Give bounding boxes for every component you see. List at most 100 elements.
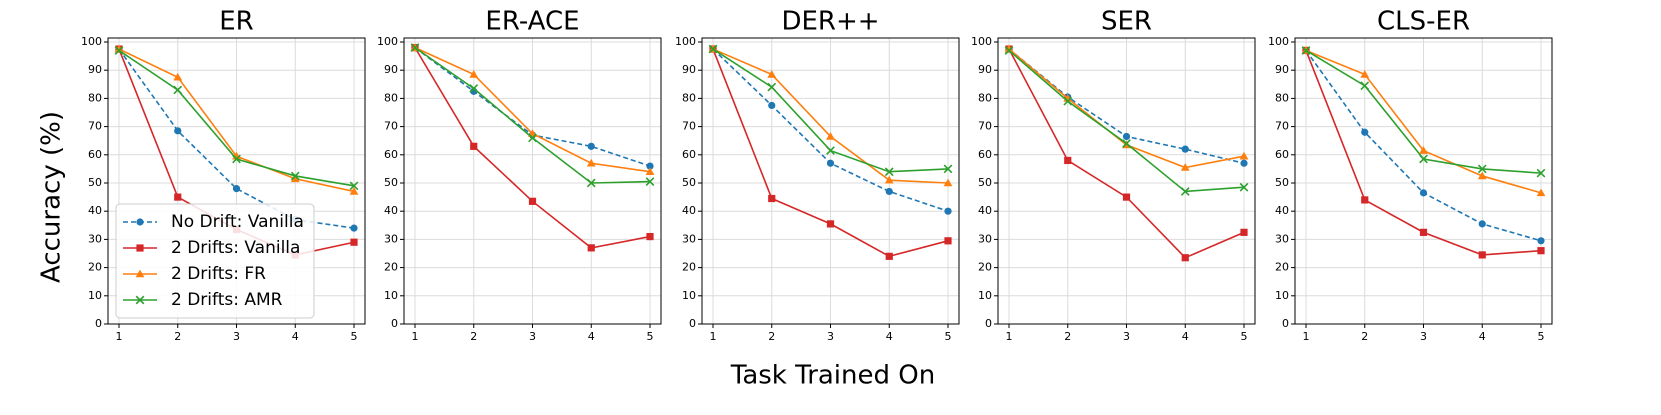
y-tick-label: 100 <box>81 35 102 48</box>
y-tick-label: 50 <box>682 176 696 189</box>
x-tick-label: 1 <box>116 330 123 343</box>
x-tick-label: 5 <box>351 330 358 343</box>
data-point <box>1419 154 1428 164</box>
data-point <box>1180 187 1190 196</box>
legend-marker <box>135 295 145 305</box>
x-tick-label: 3 <box>233 330 240 343</box>
data-point <box>469 84 479 93</box>
y-tick-label: 20 <box>682 261 696 274</box>
x-tick-label: 5 <box>1241 330 1248 343</box>
data-point <box>290 174 300 183</box>
data-point <box>1536 168 1546 178</box>
x-tick-label: 4 <box>1182 330 1189 343</box>
data-point <box>1419 189 1428 197</box>
data-point <box>1122 139 1131 148</box>
data-point <box>232 185 241 193</box>
data-point <box>1181 145 1189 153</box>
x-tick-label: 5 <box>647 330 654 343</box>
x-tick-label: 1 <box>1303 330 1310 343</box>
y-tick-label: 60 <box>1275 148 1289 161</box>
data-point <box>470 142 478 150</box>
data-point <box>1360 81 1370 91</box>
data-point <box>587 244 595 252</box>
data-point <box>708 44 718 54</box>
y-tick-label: 80 <box>682 91 696 104</box>
data-point <box>1240 159 1248 167</box>
data-point <box>1239 182 1249 192</box>
panel-ser: 0 10 20 30 40 50 60 70 80 90 100 1 2 3 4 5 SER <box>971 7 1256 343</box>
data-point <box>1536 188 1546 197</box>
y-tick-label: 70 <box>1275 120 1289 133</box>
y-tick-label: 0 <box>985 317 992 330</box>
legend-entry: 2 Drifts: Vanilla <box>171 238 300 258</box>
y-tick-label: 10 <box>682 289 696 302</box>
data-point <box>944 237 952 245</box>
data-point <box>645 177 655 186</box>
data-point <box>528 197 537 205</box>
panel-title: DER++ <box>781 7 879 37</box>
data-point <box>767 70 777 78</box>
y-tick-label: 40 <box>978 204 992 217</box>
data-point <box>826 220 835 228</box>
legend-marker <box>135 269 145 278</box>
series-line-0 <box>118 48 355 229</box>
panel-title: SER <box>1101 7 1152 37</box>
panel-der-: 0 10 20 30 40 50 60 70 80 90 100 1 2 3 4 5 DER++ <box>675 7 960 343</box>
y-tick-label: 90 <box>682 63 696 76</box>
y-tick-label: 60 <box>978 148 992 161</box>
panel-title: ER-ACE <box>485 7 579 37</box>
y-tick-label: 50 <box>88 176 102 189</box>
y-tick-label: 10 <box>88 289 102 302</box>
data-point <box>1477 164 1487 174</box>
x-tick-label: 3 <box>529 330 536 343</box>
data-point <box>1360 70 1370 78</box>
data-point <box>646 232 654 241</box>
x-tick-label: 2 <box>470 330 477 343</box>
data-point <box>884 175 894 184</box>
data-point <box>174 193 182 201</box>
y-tick-label: 50 <box>978 176 992 189</box>
data-point <box>1537 237 1545 245</box>
y-tick-label: 20 <box>978 261 992 274</box>
y-tick-label: 30 <box>978 232 992 245</box>
data-point <box>826 132 835 140</box>
data-point <box>1122 132 1131 141</box>
data-point <box>1180 163 1190 171</box>
legend-marker <box>136 218 144 226</box>
data-point <box>646 162 654 170</box>
y-tick-label: 20 <box>384 261 398 274</box>
y-tick-label: 100 <box>971 35 992 48</box>
data-point <box>1478 251 1486 259</box>
data-point <box>1419 146 1428 154</box>
x-tick-label: 2 <box>174 330 181 343</box>
x-tick-label: 3 <box>1123 330 1130 343</box>
data-point <box>884 167 894 177</box>
x-tick-label: 3 <box>1420 330 1427 343</box>
y-tick-label: 60 <box>682 148 696 161</box>
data-point <box>349 187 359 195</box>
panel-title: CLS-ER <box>1377 7 1470 37</box>
x-tick-label: 4 <box>588 330 595 343</box>
y-tick-label: 90 <box>88 63 102 76</box>
y-tick-label: 10 <box>384 289 398 302</box>
y-tick-label: 30 <box>384 232 398 245</box>
y-tick-label: 10 <box>978 289 992 302</box>
panel-cls-er: 0 10 20 30 40 50 60 70 80 90 100 1 2 3 4 5 CLS-ER <box>1268 7 1553 343</box>
y-tick-label: 30 <box>1275 232 1289 245</box>
y-tick-label: 80 <box>88 91 102 104</box>
data-point <box>885 187 893 196</box>
data-point <box>1122 193 1131 201</box>
data-point <box>350 238 358 246</box>
y-tick-label: 10 <box>1275 289 1289 302</box>
y-tick-label: 90 <box>978 63 992 76</box>
data-point <box>767 82 777 92</box>
data-point <box>173 72 183 81</box>
y-tick-label: 60 <box>384 148 398 161</box>
x-tick-label: 1 <box>710 330 717 343</box>
panel-er-ace: 0 10 20 30 40 50 60 70 80 90 100 1 2 3 4 5 ER-ACE <box>377 7 662 343</box>
y-tick-label: 70 <box>682 120 696 133</box>
y-tick-label: 60 <box>88 148 102 161</box>
data-point <box>768 101 776 110</box>
y-tick-label: 80 <box>978 91 992 104</box>
